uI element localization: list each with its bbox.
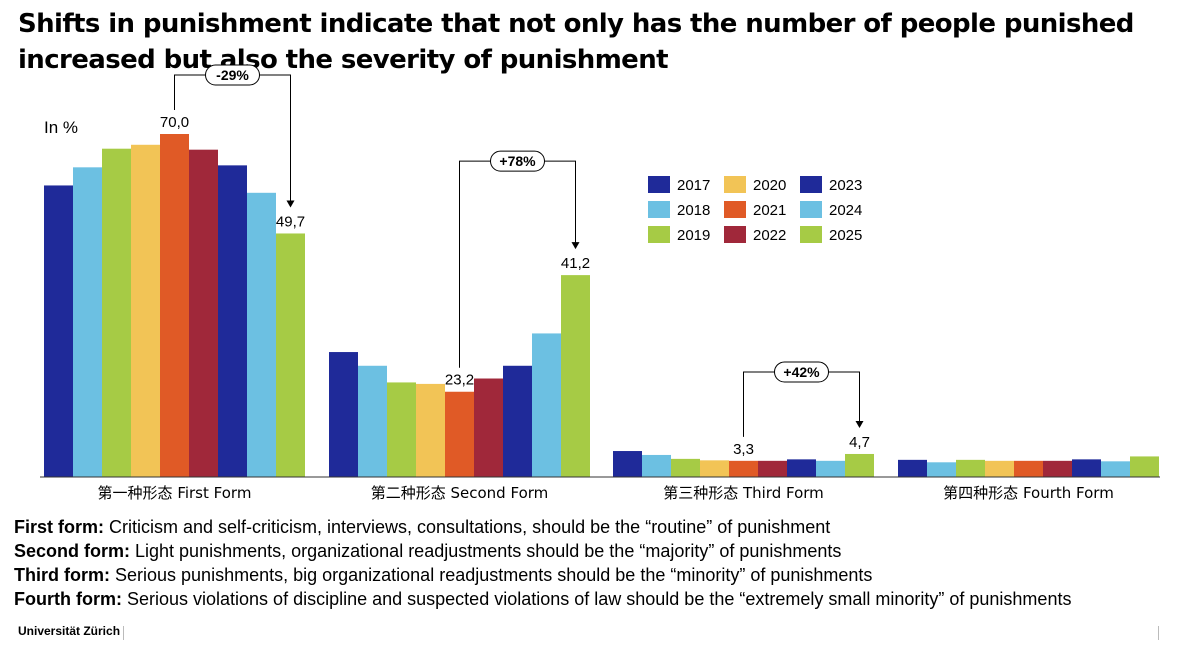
bar-2023-3: [787, 459, 816, 477]
change-badge: [205, 64, 260, 86]
change-arrowhead: [286, 200, 295, 208]
legend-swatch-2021: [724, 201, 746, 218]
bar-2020-3: [700, 460, 729, 477]
note-text: Serious punishments, big organizational …: [110, 565, 873, 585]
footer-university: Universität Zürich: [18, 624, 121, 638]
change-label: +42%: [783, 364, 820, 380]
change-badge: [774, 361, 829, 383]
bar-2025-3: [845, 453, 874, 477]
bar-2025-2: [561, 275, 590, 477]
note-text: Serious violations of discipline and sus…: [121, 589, 1072, 609]
legend-swatch-2018: [648, 201, 670, 218]
legend-label-2021: 2021: [753, 202, 786, 219]
bar-2024-4: [1101, 461, 1130, 477]
bar-chart: In % 第一种形态 First Form 第二种形态 Second Form 第三种…: [40, 64, 1160, 502]
data-label: 3,3: [733, 441, 754, 458]
form-definitions: First form: Criticism and self-criticism…: [14, 515, 1184, 611]
bar-2023-1: [218, 165, 247, 478]
bar-2019-3: [671, 458, 700, 477]
category-label: 第四种形态 Fourth Form: [943, 484, 1114, 502]
bar-2022-2: [474, 378, 503, 477]
legend-label-2018: 2018: [677, 202, 710, 219]
legend-swatch-2019: [648, 226, 670, 243]
legend-label-2023: 2023: [829, 177, 862, 194]
note-first-form: First form: Criticism and self-criticism…: [14, 515, 1184, 539]
bar-2018-4: [927, 462, 956, 477]
change-arrowhead: [571, 242, 580, 250]
legend-swatch-2017: [648, 176, 670, 193]
bar-2024-3: [816, 460, 845, 477]
change-label: +78%: [499, 153, 536, 169]
bar-2021-2: [445, 391, 474, 477]
bar-2018-3: [642, 454, 671, 477]
legend-swatch-2022: [724, 226, 746, 243]
bar-2023-4: [1072, 459, 1101, 477]
change-badge: [490, 150, 545, 172]
note-second-form: Second form: Light punishments, organiza…: [14, 539, 1184, 563]
change-label: -29%: [216, 67, 249, 83]
legend-label-2020: 2020: [753, 177, 786, 194]
bar-2019-4: [956, 459, 985, 477]
bar-2021-1: [160, 134, 189, 477]
bar-2021-4: [1014, 460, 1043, 477]
bar-2025-1: [276, 233, 305, 477]
note-label: First form:: [14, 517, 104, 537]
legend-label-2019: 2019: [677, 227, 710, 244]
bar-2018-2: [358, 365, 387, 477]
legend-swatch-2024: [800, 201, 822, 218]
bar-2021-3: [729, 460, 758, 477]
bar-2017-1: [44, 185, 73, 477]
note-third-form: Third form: Serious punishments, big org…: [14, 563, 1184, 587]
bar-2017-3: [613, 451, 642, 477]
note-fourth-form: Fourth form: Serious violations of disci…: [14, 587, 1184, 611]
chart-title: Shifts in punishment indicate that not o…: [18, 9, 1134, 75]
legend-swatch-2023: [800, 176, 822, 193]
data-label: 49,7: [276, 213, 305, 230]
bar-2020-4: [985, 460, 1014, 477]
bar-2024-2: [532, 333, 561, 477]
bar-2017-4: [898, 459, 927, 477]
note-label: Second form:: [14, 541, 131, 561]
bar-2023-2: [503, 365, 532, 477]
data-label: 41,2: [561, 255, 590, 272]
bar-2022-3: [758, 460, 787, 477]
footer-divider: [123, 626, 124, 640]
change-arrowhead: [855, 420, 864, 428]
bar-2020-1: [131, 144, 160, 477]
data-label: 23,2: [445, 372, 474, 389]
bar-2022-4: [1043, 460, 1072, 477]
data-label: 4,7: [849, 434, 870, 451]
legend-label-2024: 2024: [829, 202, 862, 219]
bar-2024-1: [247, 192, 276, 478]
bar-2018-1: [73, 167, 102, 477]
bar-2020-2: [416, 383, 445, 477]
bar-2017-2: [329, 352, 358, 477]
bar-2019-1: [102, 148, 131, 477]
note-label: Fourth form:: [14, 589, 122, 609]
category-label: 第一种形态 First Form: [98, 484, 252, 502]
legend-swatch-2025: [800, 226, 822, 243]
bar-2019-2: [387, 382, 416, 477]
category-label: 第三种形态 Third Form: [663, 484, 824, 502]
unit-label: In %: [44, 118, 78, 137]
legend-label-2017: 2017: [677, 177, 710, 194]
note-text: Criticism and self-criticism, interviews…: [104, 517, 831, 537]
note-label: Third form:: [14, 565, 110, 585]
note-text: Light punishments, organizational readju…: [130, 541, 842, 561]
category-label: 第二种形态 Second Form: [371, 484, 549, 502]
bar-2025-4: [1130, 456, 1159, 477]
legend-label-2025: 2025: [829, 227, 862, 244]
data-label: 70,0: [160, 114, 189, 131]
bar-2022-1: [189, 149, 218, 477]
footer-divider: [1158, 626, 1159, 640]
legend-label-2022: 2022: [753, 227, 786, 244]
legend-swatch-2020: [724, 176, 746, 193]
